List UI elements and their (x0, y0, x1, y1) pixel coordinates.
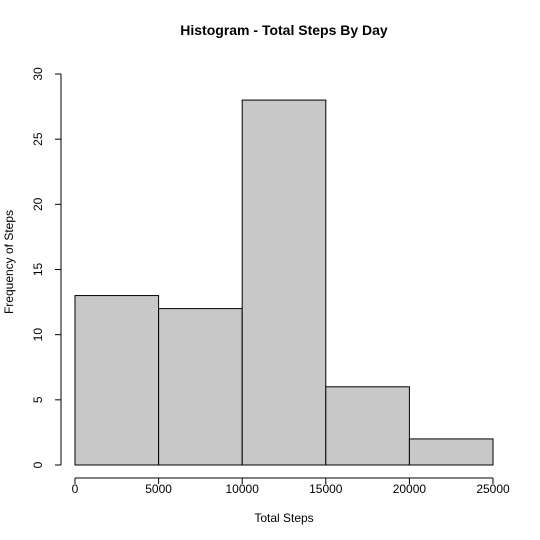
x-tick-label-0: 0 (72, 482, 79, 496)
chart-title: Histogram - Total Steps By Day (180, 22, 388, 38)
y-tick-label-4: 20 (31, 197, 45, 211)
histogram-bar-4 (408, 438, 494, 466)
x-tick-label-3: 15000 (309, 482, 343, 496)
y-tick-label-1: 5 (31, 396, 45, 403)
y-axis-label: Frequency of Steps (2, 210, 16, 314)
x-tick-label-4: 20000 (393, 482, 427, 496)
x-tick-label-2: 10000 (226, 482, 260, 496)
y-tick-label-5: 25 (31, 132, 45, 146)
y-tick-label-3: 15 (31, 263, 45, 277)
histogram-bar-3 (325, 386, 410, 466)
histogram-bar-2 (241, 99, 327, 466)
x-axis-label: Total Steps (254, 511, 313, 525)
histogram-bar-0 (74, 295, 160, 466)
y-tick-label-2: 10 (31, 328, 45, 342)
x-axis: 0 5000 10000 15000 20000 25000 (72, 477, 510, 496)
x-tick-label-5: 25000 (476, 482, 510, 496)
y-axis: 0 5 10 15 20 25 30 (31, 67, 62, 468)
x-tick-label-1: 5000 (145, 482, 172, 496)
histogram-bar-1 (158, 308, 243, 466)
y-tick-label-0: 0 (31, 461, 45, 468)
y-tick-label-6: 30 (31, 67, 45, 81)
bars-group (74, 99, 494, 466)
